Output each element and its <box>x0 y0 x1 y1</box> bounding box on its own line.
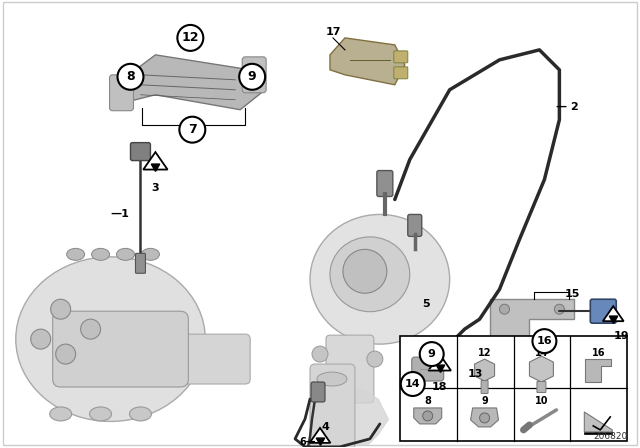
Circle shape <box>509 339 520 349</box>
Text: 11: 11 <box>421 348 435 358</box>
Polygon shape <box>116 55 265 110</box>
Text: 206820: 206820 <box>593 432 627 441</box>
Text: 9: 9 <box>428 349 436 359</box>
Circle shape <box>343 250 387 293</box>
Circle shape <box>554 304 564 314</box>
Text: 3: 3 <box>152 182 159 193</box>
Circle shape <box>31 329 51 349</box>
Text: 13: 13 <box>468 369 483 379</box>
Text: 9: 9 <box>481 396 488 406</box>
Ellipse shape <box>90 407 111 421</box>
FancyBboxPatch shape <box>537 382 546 392</box>
Polygon shape <box>413 408 442 424</box>
FancyBboxPatch shape <box>109 75 134 111</box>
Text: 4: 4 <box>321 422 329 432</box>
FancyBboxPatch shape <box>481 380 488 393</box>
Polygon shape <box>404 349 454 409</box>
Circle shape <box>177 25 204 51</box>
Polygon shape <box>143 152 168 169</box>
Ellipse shape <box>50 407 72 421</box>
Ellipse shape <box>92 248 109 260</box>
Polygon shape <box>584 432 612 434</box>
Circle shape <box>420 342 444 366</box>
FancyBboxPatch shape <box>394 67 408 79</box>
Ellipse shape <box>116 248 134 260</box>
FancyBboxPatch shape <box>156 334 250 384</box>
Ellipse shape <box>16 257 205 422</box>
Circle shape <box>118 64 143 90</box>
FancyBboxPatch shape <box>52 311 188 387</box>
Text: 16: 16 <box>536 336 552 346</box>
Ellipse shape <box>129 407 152 421</box>
Text: 12: 12 <box>182 31 199 44</box>
Circle shape <box>422 371 438 387</box>
Circle shape <box>367 351 383 367</box>
Circle shape <box>532 329 556 353</box>
FancyBboxPatch shape <box>394 51 408 63</box>
Circle shape <box>179 116 205 142</box>
FancyBboxPatch shape <box>131 142 150 160</box>
Circle shape <box>51 299 70 319</box>
Polygon shape <box>330 38 404 85</box>
Polygon shape <box>490 299 574 364</box>
Circle shape <box>81 319 100 339</box>
Ellipse shape <box>310 215 450 344</box>
FancyBboxPatch shape <box>310 364 355 448</box>
Ellipse shape <box>141 248 159 260</box>
Ellipse shape <box>67 248 84 260</box>
Circle shape <box>479 413 490 423</box>
FancyBboxPatch shape <box>311 382 325 402</box>
Text: 18: 18 <box>432 382 447 392</box>
Circle shape <box>500 304 509 314</box>
Polygon shape <box>603 306 623 321</box>
Circle shape <box>239 64 265 90</box>
Text: 6—: 6— <box>300 437 316 447</box>
Polygon shape <box>529 356 554 382</box>
FancyBboxPatch shape <box>242 57 266 93</box>
Ellipse shape <box>330 237 410 312</box>
Polygon shape <box>470 408 499 427</box>
Polygon shape <box>428 354 451 370</box>
Text: 12: 12 <box>478 348 492 358</box>
Circle shape <box>401 372 425 396</box>
FancyBboxPatch shape <box>326 335 374 403</box>
FancyBboxPatch shape <box>412 357 444 381</box>
FancyBboxPatch shape <box>590 299 616 323</box>
Text: 7: 7 <box>188 123 196 136</box>
Ellipse shape <box>317 372 347 386</box>
Text: 8: 8 <box>126 70 135 83</box>
Circle shape <box>56 344 76 364</box>
Text: 8: 8 <box>424 396 431 406</box>
Polygon shape <box>584 412 612 432</box>
FancyBboxPatch shape <box>377 171 393 197</box>
FancyBboxPatch shape <box>136 254 145 273</box>
Polygon shape <box>475 359 495 381</box>
Text: 16: 16 <box>591 348 605 358</box>
Text: — 2: — 2 <box>556 102 579 112</box>
Text: 5: 5 <box>422 299 429 309</box>
Text: 19: 19 <box>613 331 629 341</box>
Text: 14: 14 <box>405 379 420 389</box>
Text: 14: 14 <box>534 348 548 358</box>
Text: 17: 17 <box>325 27 340 37</box>
Text: 9: 9 <box>248 70 257 83</box>
Text: —1: —1 <box>111 210 129 220</box>
Text: 15: 15 <box>564 289 580 299</box>
Circle shape <box>312 346 328 362</box>
Bar <box>400 336 627 441</box>
Text: 10: 10 <box>534 396 548 406</box>
FancyBboxPatch shape <box>408 215 422 237</box>
Polygon shape <box>310 428 330 443</box>
Circle shape <box>423 411 433 421</box>
Polygon shape <box>586 359 611 382</box>
